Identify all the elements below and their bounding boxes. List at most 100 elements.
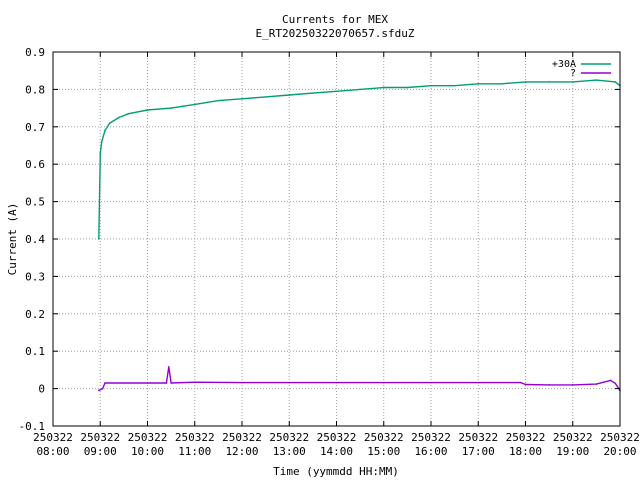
x-tick-label-date: 250322 <box>128 431 168 444</box>
series-point <box>101 387 104 390</box>
series-line <box>98 366 621 392</box>
series-point <box>335 90 338 93</box>
x-tick-label-time: 10:00 <box>131 445 164 458</box>
series-point <box>137 111 139 113</box>
x-tick-label-time: 18:00 <box>509 445 542 458</box>
x-tick-label-date: 250322 <box>80 431 120 444</box>
series-point <box>127 112 130 115</box>
series-line <box>98 79 621 240</box>
x-tick-label-time: 16:00 <box>414 445 447 458</box>
x-tick-label-date: 250322 <box>364 431 404 444</box>
y-tick-label: 0.7 <box>25 121 45 134</box>
x-axis-label: Time (yymmdd HH:MM) <box>273 465 399 478</box>
x-tick-label-date: 250322 <box>269 431 309 444</box>
series-point <box>609 379 612 382</box>
series-point <box>595 383 598 385</box>
series-point <box>170 382 172 384</box>
chart-subtitle: E_RT20250322070657.sfduZ <box>256 27 415 40</box>
series-point <box>146 382 149 384</box>
series-point <box>477 82 480 85</box>
series-point <box>108 122 111 124</box>
grid <box>53 52 620 426</box>
x-tick-label-time: 14:00 <box>320 445 353 458</box>
legend-label: ? <box>570 68 576 79</box>
series-point <box>98 389 100 392</box>
series-point <box>501 82 503 85</box>
x-tick-label-date: 250322 <box>175 431 215 444</box>
chart-title: Currents for MEX <box>282 13 388 26</box>
series-point <box>548 81 550 83</box>
x-tick-label-time: 19:00 <box>556 445 589 458</box>
series-point <box>382 381 385 384</box>
series-point <box>477 381 480 384</box>
series-point <box>104 382 106 384</box>
series-point <box>335 381 338 384</box>
series-point <box>519 381 522 384</box>
series-point <box>241 381 243 384</box>
y-axis-label: Current (A) <box>6 203 19 276</box>
x-tick-label-date: 250322 <box>600 431 640 444</box>
y-tick-label: 0.8 <box>25 83 45 96</box>
legend: +30A? <box>552 59 611 79</box>
series-point <box>99 152 102 154</box>
series-point <box>430 84 432 87</box>
y-tick-label: 0.3 <box>25 270 45 283</box>
x-tick-label-date: 250322 <box>411 431 451 444</box>
series-point <box>524 81 527 83</box>
x-ticks: 25032208:0025032209:0025032210:002503221… <box>33 52 640 458</box>
x-tick-label-time: 15:00 <box>367 445 400 458</box>
x-tick-label-date: 250322 <box>553 431 593 444</box>
x-tick-label-date: 250322 <box>506 431 546 444</box>
series-point <box>288 381 291 384</box>
series-point <box>217 99 220 102</box>
x-tick-label-date: 250322 <box>222 431 262 444</box>
y-ticks: -0.1 0 0.1 0.2 0.3 0.4 0.5 0.6 0.7 0.8 0.9 <box>19 46 620 433</box>
x-tick-label-time: 12:00 <box>225 445 258 458</box>
series-point <box>614 81 617 83</box>
y-tick-label: 0.6 <box>25 158 45 171</box>
x-tick-label-time: 11:00 <box>178 445 211 458</box>
series-point <box>264 96 267 98</box>
series-point <box>167 366 170 368</box>
series-point <box>406 86 409 89</box>
series-point <box>359 88 361 91</box>
legend-label: +30A <box>552 59 576 70</box>
series-point <box>571 384 574 386</box>
x-tick-label-date: 250322 <box>458 431 498 444</box>
y-tick-label: 0.4 <box>25 233 45 246</box>
y-tick-label: 0.5 <box>25 196 45 209</box>
x-tick-label-time: 17:00 <box>462 445 495 458</box>
series-point <box>614 382 617 385</box>
series-point <box>430 381 432 384</box>
series-point <box>146 109 149 111</box>
series-point <box>288 94 291 96</box>
series-point <box>571 81 574 83</box>
x-tick-label-time: 20:00 <box>603 445 636 458</box>
x-tick-label-date: 250322 <box>33 431 73 444</box>
series-point <box>312 92 314 94</box>
series-point <box>453 84 456 87</box>
series-point <box>98 238 100 240</box>
y-tick-label: 0 <box>38 383 45 396</box>
series-point <box>118 116 120 119</box>
y-tick-label: -0.1 <box>19 420 46 433</box>
series-point <box>100 140 103 143</box>
y-tick-label: 0.2 <box>25 308 45 321</box>
x-tick-label-time: 13:00 <box>273 445 306 458</box>
series-point <box>382 86 385 89</box>
series-point <box>595 79 598 81</box>
x-tick-label-date: 250322 <box>317 431 357 444</box>
x-tick-label-time: 09:00 <box>84 445 117 458</box>
series-group <box>98 79 621 392</box>
series-point <box>193 103 196 106</box>
series-point <box>104 129 106 132</box>
series-point <box>548 384 550 386</box>
x-tick-label-time: 08:00 <box>36 445 69 458</box>
series-point <box>193 381 196 384</box>
y-tick-label: 0.1 <box>25 345 45 358</box>
series-point <box>170 107 172 109</box>
y-tick-label: 0.9 <box>25 46 45 59</box>
series-point <box>524 383 527 386</box>
series-point <box>241 97 243 100</box>
